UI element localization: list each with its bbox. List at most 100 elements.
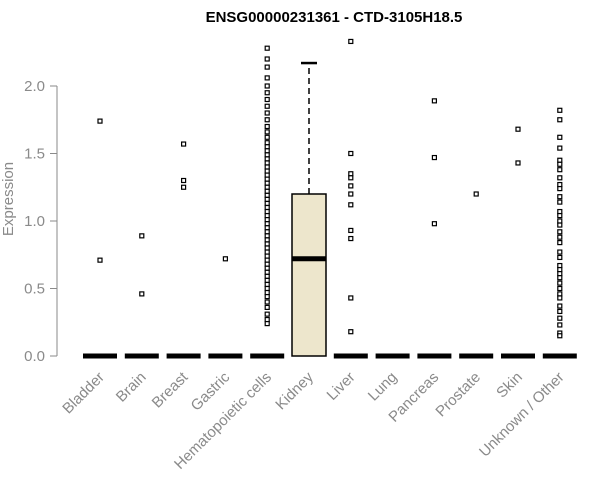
outlier-point bbox=[264, 299, 270, 305]
outlier-point bbox=[264, 229, 270, 235]
x-tick-label: Kidney bbox=[272, 368, 317, 413]
outlier-point bbox=[557, 194, 563, 200]
outlier-point bbox=[264, 144, 270, 150]
outlier-point bbox=[264, 64, 270, 70]
x-tick-label: Bladder bbox=[59, 369, 108, 418]
x-tick-label: Lung bbox=[365, 369, 401, 405]
outlier-point bbox=[431, 154, 437, 161]
outlier-point bbox=[264, 289, 270, 296]
outlier-point bbox=[557, 308, 563, 315]
outlier-point bbox=[264, 83, 270, 89]
outlier-point bbox=[557, 267, 563, 273]
outlier-point bbox=[557, 333, 563, 339]
outlier-point bbox=[264, 123, 270, 130]
y-axis: 0.0 0.5 1.0 1.5 2.0 bbox=[24, 78, 58, 365]
outlier-point bbox=[264, 316, 270, 323]
y-tick-label: 2.0 bbox=[24, 78, 45, 95]
outlier-point bbox=[264, 140, 270, 146]
outlier-point bbox=[264, 90, 270, 96]
outlier-point bbox=[264, 148, 270, 154]
outlier-point bbox=[557, 262, 563, 269]
outlier-point bbox=[264, 245, 270, 251]
outlier-point bbox=[264, 241, 270, 247]
outlier-point bbox=[557, 181, 563, 188]
outlier-point bbox=[264, 176, 270, 182]
y-tick-label: 0.0 bbox=[24, 348, 45, 365]
outlier-point bbox=[264, 192, 270, 198]
y-axis-label: Expression bbox=[0, 162, 17, 236]
outlier-point bbox=[264, 134, 270, 140]
outlier-point bbox=[264, 257, 270, 263]
outlier-point bbox=[557, 303, 563, 309]
outlier-point bbox=[264, 75, 270, 81]
outlier-point bbox=[139, 291, 145, 297]
outlier-point bbox=[264, 304, 270, 310]
outlier-point bbox=[264, 204, 270, 211]
outlier-point bbox=[264, 233, 270, 239]
outlier-point bbox=[264, 164, 270, 170]
outlier-point bbox=[557, 240, 563, 246]
outlier-point bbox=[264, 160, 270, 166]
box-rect bbox=[291, 193, 327, 357]
outlier-point bbox=[264, 213, 270, 219]
outlier-point bbox=[348, 175, 354, 181]
chart-title: ENSG00000231361 - CTD-3105H18.5 bbox=[206, 9, 463, 26]
outlier-point bbox=[348, 191, 354, 197]
outlier-point bbox=[264, 225, 270, 231]
outlier-point bbox=[264, 208, 270, 215]
outlier-point bbox=[264, 117, 270, 123]
outlier-point bbox=[557, 107, 563, 113]
outlier-point bbox=[515, 160, 521, 166]
outlier-point bbox=[348, 150, 354, 157]
outlier-point bbox=[473, 191, 479, 197]
outlier-point bbox=[557, 222, 563, 228]
outlier-point bbox=[264, 294, 270, 300]
outlier-point bbox=[264, 285, 270, 292]
outlier-point bbox=[557, 199, 563, 205]
outlier-point bbox=[264, 217, 270, 223]
outlier-point bbox=[557, 175, 563, 181]
outlier-point bbox=[348, 235, 354, 242]
outlier-point bbox=[264, 221, 270, 227]
outlier-point bbox=[557, 229, 563, 235]
outlier-point bbox=[431, 221, 437, 227]
x-tick-label: Breast bbox=[149, 368, 192, 411]
outlier-point bbox=[557, 186, 563, 192]
outlier-point bbox=[348, 295, 354, 301]
outlier-point bbox=[264, 281, 270, 288]
outlier-point bbox=[431, 98, 437, 104]
outlier-point bbox=[557, 285, 563, 292]
outlier-point bbox=[264, 321, 270, 327]
outlier-point bbox=[264, 265, 270, 271]
outlier-point bbox=[264, 200, 270, 207]
outlier-point bbox=[181, 141, 187, 147]
outlier-point bbox=[557, 271, 563, 277]
outlier-point bbox=[264, 180, 270, 186]
outlier-point bbox=[264, 261, 270, 267]
outlier-point bbox=[264, 253, 270, 259]
outlier-point bbox=[348, 202, 354, 208]
outlier-point bbox=[557, 291, 563, 297]
outlier-point bbox=[557, 161, 563, 167]
x-tick-label: Prostate bbox=[432, 369, 484, 421]
x-tick-label: Liver bbox=[324, 369, 359, 404]
y-tick-label: 0.5 bbox=[24, 281, 45, 298]
outlier-point bbox=[557, 254, 563, 261]
x-tick-label: Skin bbox=[493, 369, 526, 402]
outlier-point bbox=[264, 269, 270, 275]
outlier-point bbox=[264, 273, 270, 279]
outlier-point bbox=[348, 329, 354, 335]
outlier-point bbox=[557, 315, 563, 321]
outlier-point bbox=[264, 196, 270, 202]
outlier-point bbox=[557, 208, 563, 215]
outlier-point bbox=[181, 184, 187, 190]
outlier-point bbox=[557, 145, 563, 151]
outlier-point bbox=[264, 156, 270, 162]
outlier-point bbox=[264, 45, 270, 51]
plot-area bbox=[83, 38, 577, 359]
outlier-point bbox=[222, 256, 228, 262]
outlier-point bbox=[264, 152, 270, 158]
outlier-point bbox=[557, 117, 563, 123]
outlier-point bbox=[264, 249, 270, 255]
